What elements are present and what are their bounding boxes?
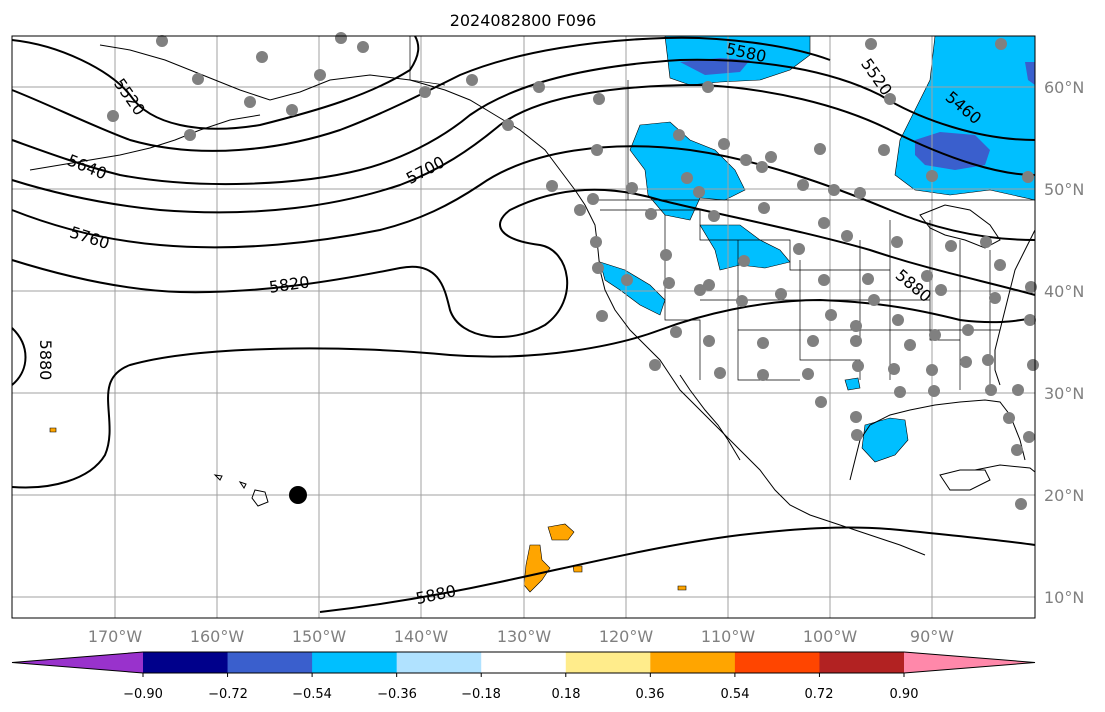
contour-5760 — [11, 145, 1036, 249]
colorbar-tick-label: −0.90 — [123, 687, 163, 702]
shade-orange-5 — [49, 427, 57, 433]
lon-label: 100°W — [803, 627, 858, 646]
coast-alaska — [99, 44, 576, 191]
contour-5880-main — [11, 298, 1036, 489]
colorbar — [11, 651, 1036, 677]
coast-yucatan — [939, 469, 991, 491]
colorbar-segment — [819, 652, 905, 673]
coast-hawaii-2 — [238, 481, 247, 489]
coast-baja — [679, 374, 741, 461]
lon-label: 160°W — [190, 627, 245, 646]
map-frame — [11, 35, 1036, 619]
coast-hawaii-3 — [213, 474, 223, 481]
colorbar-tick-label: −0.54 — [292, 687, 332, 702]
lon-label: 150°W — [292, 627, 347, 646]
graticule — [12, 36, 1035, 618]
contour-5580 — [11, 36, 831, 152]
coast-aleutians — [29, 114, 261, 171]
shade-idaho — [699, 224, 791, 271]
shade-orange-2 — [523, 544, 551, 593]
lat-label: 20°N — [1044, 486, 1084, 505]
coast-hawaii-1 — [251, 489, 269, 507]
colorbar-tick-label: 0.18 — [552, 687, 581, 702]
lat-label: 50°N — [1044, 180, 1084, 199]
colorbar-segment — [565, 652, 651, 673]
lon-label: 110°W — [701, 627, 756, 646]
shade-orange-1 — [547, 523, 575, 541]
coast-east-us — [994, 229, 1036, 386]
colorbar-tick-label: −0.36 — [377, 687, 417, 702]
colorbar-segment — [650, 652, 736, 673]
contour-5880-south — [319, 526, 1036, 613]
lon-label: 90°W — [910, 627, 954, 646]
latitude-labels: 60°N 50°N 40°N 30°N 20°N 10°N — [1044, 78, 1084, 607]
lon-label: 130°W — [497, 627, 552, 646]
coast-great-lakes — [919, 204, 1001, 249]
negative-shading-dark — [680, 58, 1035, 170]
location-marker — [289, 486, 307, 504]
shade-texas — [861, 417, 909, 463]
colorbar-segment — [227, 652, 313, 673]
colorbar-extend-high — [904, 652, 1035, 673]
contour-5520-west — [11, 35, 420, 130]
colorbar-segment — [734, 652, 820, 673]
lon-label: 120°W — [599, 627, 654, 646]
lat-label: 10°N — [1044, 588, 1084, 607]
colorbar-tick-label: 0.54 — [721, 687, 750, 702]
contour-5640 — [11, 58, 1036, 186]
colorbar-tick-label: 0.36 — [636, 687, 665, 702]
lat-label: 30°N — [1044, 384, 1084, 403]
lat-label: 60°N — [1044, 78, 1084, 97]
colorbar-extend-low — [12, 652, 143, 673]
colorbar-segment — [396, 652, 482, 673]
station-points — [107, 32, 1039, 510]
map-title: 2024082800 F096 — [450, 11, 597, 30]
shade-ne-corner — [1025, 62, 1035, 85]
lat-label: 40°N — [1044, 282, 1084, 301]
colorbar-tick-label: −0.72 — [208, 687, 248, 702]
shade-orange-3 — [572, 565, 583, 573]
longitude-labels: 170°W 160°W 150°W 140°W 130°W 120°W 110°… — [88, 627, 954, 646]
colorbar-tick-label: 0.72 — [805, 687, 834, 702]
colorbar-segment — [143, 652, 229, 673]
colorbar-ticks: −0.90 −0.72 −0.54 −0.36 −0.18 0.18 0.36 … — [123, 687, 918, 702]
colorbar-tick-label: −0.18 — [461, 687, 501, 702]
lon-label: 140°W — [394, 627, 449, 646]
positive-shading — [49, 427, 687, 593]
contour-5880-west — [11, 327, 27, 386]
shade-texas-small — [844, 377, 861, 391]
colorbar-segment — [481, 652, 567, 673]
coast-cuba — [974, 464, 1036, 473]
shade-alaska-dark — [680, 58, 750, 75]
colorbar-tick-label: 0.90 — [890, 687, 919, 702]
contour-5820 — [11, 188, 1036, 338]
shade-orange-4 — [677, 585, 687, 591]
lon-label: 170°W — [88, 627, 143, 646]
shade-california — [599, 261, 666, 316]
contour-label: 5880 — [36, 340, 55, 381]
map-panel: 5520 5580 5520 5460 5640 5700 5760 5820 … — [11, 32, 1039, 619]
colorbar-segment — [312, 652, 398, 673]
shade-hudson-dark — [915, 132, 990, 170]
